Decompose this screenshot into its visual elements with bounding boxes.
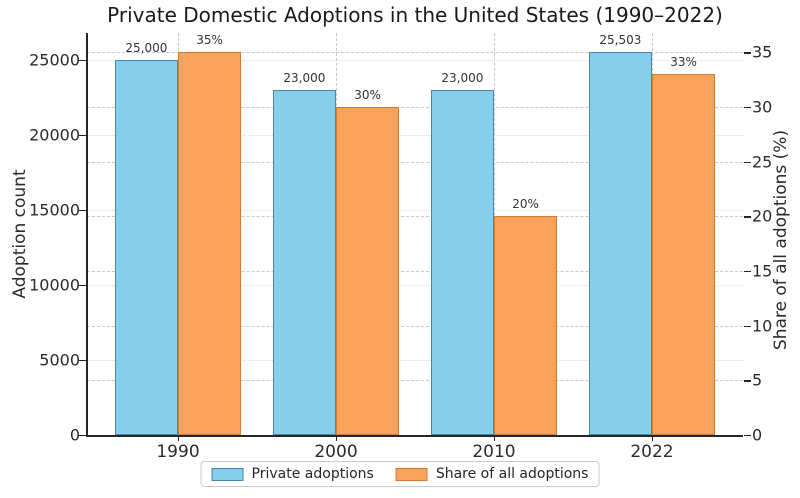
bar-value-label: 35% [196, 33, 223, 48]
right-axis-tick-label: 25 [752, 152, 773, 172]
left-axis-tick-label: 5000 [39, 350, 80, 370]
bar-private-2010 [430, 89, 494, 435]
right-axis-title: Share of all adoptions (%) [771, 129, 791, 351]
left-axis-tick [79, 435, 86, 437]
legend: Private adoptions Share of all adoptions [200, 461, 600, 487]
chart-title: Private Domestic Adoptions in the United… [107, 3, 723, 27]
left-axis-tick [79, 359, 86, 362]
right-axis-tick [744, 161, 751, 163]
x-axis-tick [651, 436, 654, 441]
bar-value-label: 23,000 [441, 70, 484, 85]
gridline-right-axis [87, 52, 743, 54]
gridline-right-axis [87, 106, 743, 108]
legend-item: Private adoptions [211, 466, 374, 482]
legend-label: Share of all adoptions [435, 466, 589, 482]
gridline-left-axis [87, 59, 743, 61]
bar-value-label: 30% [354, 87, 381, 102]
right-axis-tick [744, 216, 751, 218]
right-axis-tick [744, 52, 751, 54]
legend-swatch-icon [211, 467, 244, 481]
left-axis-tick [79, 134, 86, 137]
bar-private-1990 [114, 59, 178, 435]
gridline-right-axis [87, 216, 743, 218]
bar-share-2000 [336, 106, 400, 435]
gridline-right-axis [87, 380, 743, 382]
bar-value-label: 20% [512, 197, 539, 212]
gridline-right-axis [87, 161, 743, 163]
x-axis-tick-label: 1990 [156, 442, 200, 462]
left-axis-tick-label: 10000 [29, 275, 80, 295]
right-axis-tick [744, 270, 751, 273]
left-axis-tick-label: 25000 [29, 50, 80, 70]
x-axis-tick [336, 436, 338, 441]
left-axis-tick [79, 284, 86, 287]
x-axis-tick-label: 2022 [630, 442, 674, 462]
right-axis-tick [744, 106, 751, 109]
right-axis-tick-label: 35 [752, 42, 773, 62]
gridline-left-axis [87, 359, 743, 361]
gridline-right-axis [87, 325, 743, 327]
bar-value-label: 25,503 [599, 33, 642, 48]
right-axis-tick-label: 5 [752, 370, 763, 390]
gridline-left-axis [87, 209, 743, 211]
bar-share-1990 [178, 52, 242, 435]
bar-value-label: 33% [670, 55, 697, 70]
right-axis-tick [744, 325, 751, 327]
right-axis-tick-label: 0 [752, 425, 763, 445]
bar-share-2010 [493, 216, 558, 435]
left-axis-tick-label: 15000 [29, 200, 80, 220]
x-axis-tick [178, 436, 180, 441]
gridline-left-axis [87, 134, 743, 136]
right-axis-tick [744, 380, 751, 382]
left-axis-tick-label: 0 [69, 425, 80, 445]
x-axis-tick-label: 2010 [472, 442, 516, 462]
bar-share-2022 [651, 74, 716, 435]
left-axis-tick-label: 20000 [29, 125, 80, 145]
right-axis-tick-label: 30 [752, 97, 773, 117]
bar-private-2022 [588, 52, 652, 435]
legend-swatch-icon [395, 467, 428, 481]
left-axis-tick [79, 209, 86, 212]
bar-private-2000 [272, 89, 336, 435]
right-axis-tick-label: 20 [752, 206, 773, 226]
legend-label: Private adoptions [251, 466, 374, 482]
x-axis-tick-label: 2000 [314, 442, 358, 462]
right-axis-tick-label: 10 [752, 316, 773, 336]
right-axis-tick [744, 435, 751, 437]
bar-value-label: 23,000 [283, 70, 326, 85]
left-axis-tick [79, 59, 86, 62]
left-axis-spine [86, 33, 88, 436]
x-axis-tick [493, 436, 496, 441]
right-axis-tick-label: 15 [752, 261, 773, 281]
legend-item: Share of all adoptions [395, 466, 589, 482]
bottom-axis-spine [86, 435, 743, 437]
bar-value-label: 25,000 [125, 40, 168, 55]
gridline-left-axis [87, 284, 743, 286]
gridline-right-axis [87, 270, 743, 272]
